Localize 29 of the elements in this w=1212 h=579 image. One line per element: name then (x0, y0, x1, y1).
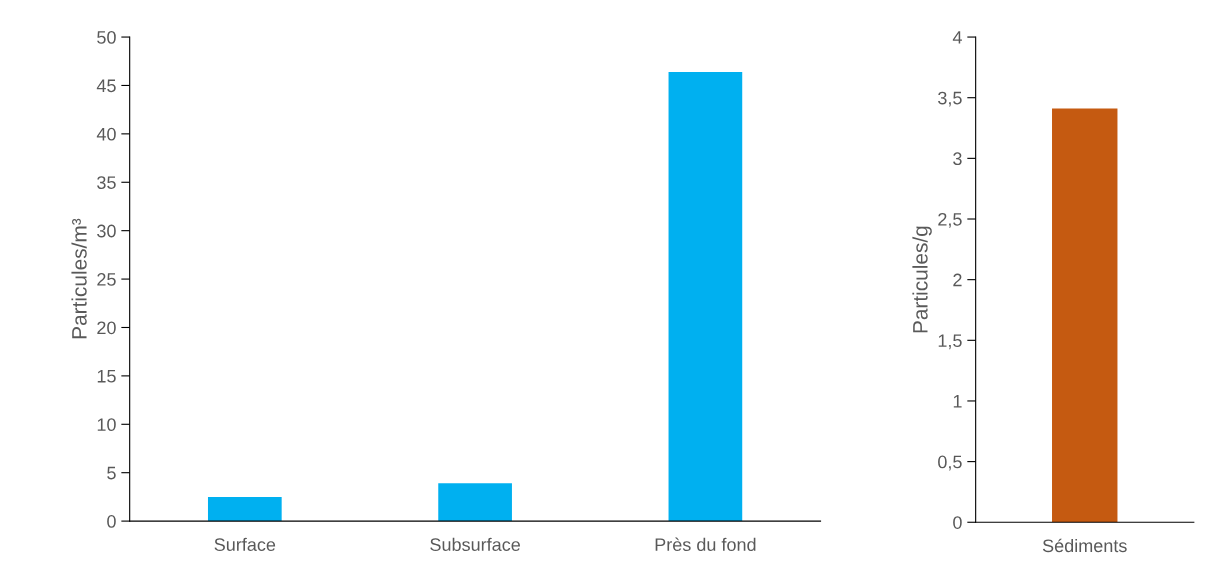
y-tick-label: 3 (953, 152, 962, 166)
y-tick-label: 40 (96, 127, 116, 141)
bar (438, 483, 512, 522)
x-tick-label: Surface (214, 537, 276, 552)
y-tick-label: 1 (953, 395, 962, 408)
y-tick-label: 1,5 (938, 334, 962, 350)
y-tick-label: 35 (97, 176, 116, 189)
x-tick-label: Sédiments (1042, 538, 1127, 553)
y-tick-label: 2,5 (938, 212, 962, 228)
y-tick-label: 0 (953, 516, 962, 529)
y-tick-label: 4 (952, 31, 962, 44)
y-tick-label: 2 (953, 273, 962, 287)
y-tick-label: 15 (97, 370, 116, 383)
y-axis-title: Particules/m³ (71, 218, 87, 339)
x-tick-label: Subsurface (430, 537, 520, 552)
y-axis-title: Particules/g (912, 226, 932, 333)
x-tick-label: Près du fond (655, 537, 756, 552)
y-tick-label: 20 (97, 321, 116, 335)
y-tick-label: 50 (97, 30, 116, 44)
y-tick-label: 30 (97, 224, 116, 238)
bar (207, 496, 282, 522)
y-tick-label: 0 (107, 515, 116, 528)
y-tick-label: 45 (96, 79, 116, 93)
y-tick-label: 3,5 (938, 91, 962, 107)
y-tick-label: 0,5 (938, 455, 962, 471)
y-tick-label: 25 (97, 273, 116, 286)
bar (668, 71, 743, 522)
y-tick-label: 5 (107, 466, 116, 480)
y-tick-label: 10 (97, 418, 116, 432)
